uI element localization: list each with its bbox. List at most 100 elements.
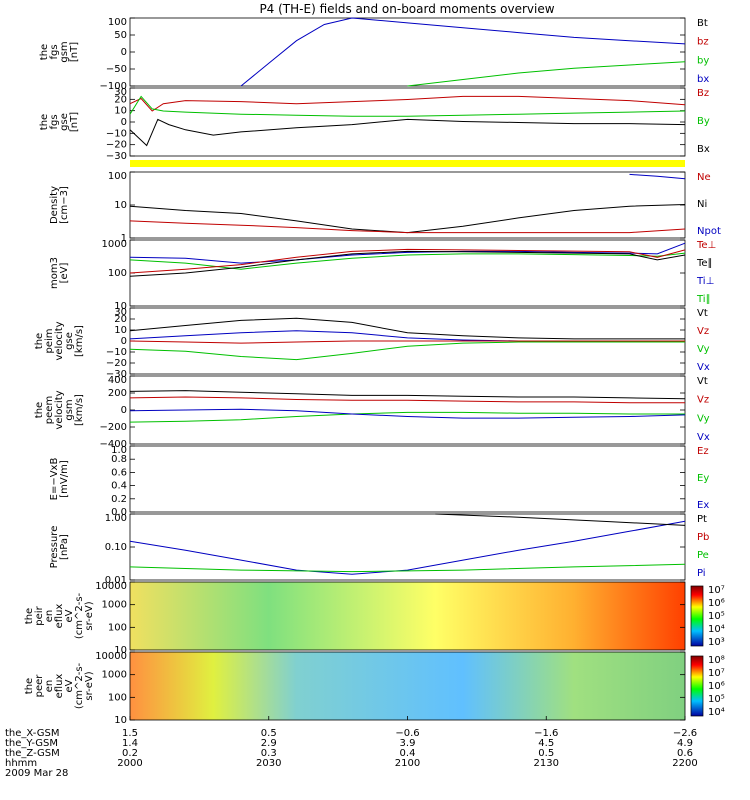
- bottom-row-label: the_Z-GSM: [5, 748, 60, 759]
- y-tick-label: 1000: [102, 239, 127, 250]
- legend-entry: bz: [697, 37, 709, 48]
- y-tick-label: −30: [106, 151, 127, 162]
- colorbar-tick-label: 10⁴: [708, 624, 725, 635]
- series-by: [407, 61, 686, 87]
- legend-entry: Vx: [697, 432, 710, 443]
- panel-frame: [129, 17, 686, 87]
- y-axis-label: thefgsgse[nT]: [39, 112, 80, 132]
- series-Te⊥: [129, 248, 686, 274]
- series-Ni: [129, 204, 686, 234]
- series-Bx: [129, 118, 686, 147]
- bottom-value: 0.5: [538, 748, 554, 759]
- series-Pi: [129, 520, 686, 575]
- y-tick-label: −50: [106, 64, 127, 75]
- legend-entry: Pt: [697, 514, 707, 525]
- y-axis-label: thepeemvelocitygsm[km/s]: [34, 390, 85, 429]
- y-tick-label: 100: [108, 268, 127, 279]
- y-tick-label: −10: [106, 128, 127, 139]
- series-Bz: [129, 95, 686, 112]
- y-axis-label: thefgsgsm[nT]: [39, 41, 80, 62]
- y-tick-label: 10000: [95, 651, 127, 662]
- y-tick-label: 100: [108, 17, 127, 28]
- panel-1: 100 50 0 −50 −100 thefgsgsm[nT] Bt bz by bx: [39, 17, 709, 92]
- bottom-value: 0.5: [261, 728, 277, 739]
- y-tick-label: 30: [114, 307, 127, 318]
- colorbar-tick-label: 10⁷: [708, 585, 725, 596]
- legend-entry: Pi: [697, 568, 706, 579]
- y-tick-label: 20: [114, 314, 127, 325]
- series-Vz: [129, 340, 685, 344]
- series-Vx: [129, 330, 685, 342]
- colorbar-tick-label: 10⁶: [708, 681, 725, 692]
- y-axis-label: thepeimvelocitygse[km/s]: [34, 321, 85, 360]
- series-Vy: [129, 411, 685, 423]
- y-tick-label: 0.4: [111, 481, 127, 492]
- y-tick-label: 10: [114, 301, 127, 312]
- series-Vt: [129, 317, 685, 340]
- bottom-value: −2.6: [673, 728, 697, 739]
- y-tick-label: 0.6: [111, 467, 127, 478]
- panel-frame: [129, 445, 686, 513]
- spectrogram: [130, 582, 685, 650]
- legend-entry: Vy: [697, 413, 710, 424]
- series-bx: [240, 17, 686, 87]
- panel-6: 400 200 0 −200 −400 thepeemvelocitygsm[km/s] V…: [34, 375, 710, 450]
- legend-entry: Vy: [697, 344, 710, 355]
- y-tick-label: 0: [121, 47, 127, 58]
- y-tick-label: 0.8: [111, 454, 127, 465]
- colorbar: [690, 585, 704, 647]
- legend-entry: Npot: [697, 226, 721, 237]
- bottom-value: −0.6: [395, 728, 419, 739]
- bottom-value: 3.9: [400, 738, 416, 749]
- panel-10: 10⁸ 10⁷ 10⁶ 10⁵ 10⁴ 10000 1000 100 10 thepeerenef…: [24, 651, 725, 726]
- y-tick-label: 10: [114, 645, 127, 656]
- series-Te∥: [129, 250, 686, 277]
- chart-title: P4 (TH-E) fields and on-board moments ov…: [259, 2, 554, 16]
- bottom-value: 0.3: [261, 748, 277, 759]
- bottom-row-label: 2009 Mar 28: [5, 768, 68, 779]
- data-availability-bar: [130, 160, 685, 167]
- y-axis-label: thepeirenefluxeV(cm^2-s-sr-eV): [24, 592, 95, 639]
- panel-9: 10⁷ 10⁶ 10⁵ 10⁴ 10³ 10000 1000 100 10 thepeirenef…: [24, 581, 725, 656]
- legend-entry: Vx: [697, 362, 710, 373]
- series-Pt: [435, 513, 686, 526]
- y-tick-label: −20: [106, 358, 127, 369]
- bottom-value: 1.4: [122, 738, 138, 749]
- y-tick-label: 1.00: [105, 513, 127, 524]
- y-tick-label: −10: [106, 347, 127, 358]
- legend-entry: Bz: [697, 88, 709, 99]
- bottom-value: 0.6: [677, 748, 693, 759]
- bottom-value: 2200: [672, 758, 697, 769]
- legend-entry: Vz: [697, 395, 709, 406]
- y-tick-label: 10: [114, 106, 127, 117]
- colorbar-tick-label: 10⁶: [708, 598, 725, 609]
- panel-3: 100 10 1 Density[cm−3] Ne Ni Npot: [49, 171, 721, 244]
- bottom-row-label: hhmm: [5, 758, 37, 769]
- y-tick-label: 20: [114, 94, 127, 105]
- legend-entry: Ti∥: [696, 294, 711, 305]
- panel-8: 1.00 0.10 0.01 Pressure[nPa] Pt Pb Pe Pi: [49, 513, 709, 586]
- colorbar-tick-label: 10³: [708, 637, 725, 648]
- y-tick-label: 100: [108, 622, 127, 633]
- bottom-value: 0.4: [400, 748, 416, 759]
- y-tick-label: 10: [114, 200, 127, 211]
- series-By: [129, 95, 686, 117]
- series-Vz: [129, 396, 685, 404]
- bottom-value: 4.9: [677, 738, 693, 749]
- y-tick-label: 0.0: [111, 507, 127, 518]
- bottom-value: −1.6: [534, 728, 558, 739]
- colorbar-tick-label: 10⁵: [708, 694, 725, 705]
- series-Vy: [129, 341, 685, 361]
- legend-entry: Ey: [697, 473, 709, 484]
- bottom-value: 4.5: [538, 738, 554, 749]
- legend-entry: Vt: [697, 308, 708, 319]
- y-tick-label: 0.2: [111, 494, 127, 505]
- y-tick-label: −400: [100, 439, 127, 450]
- legend-entry: Ni: [697, 199, 707, 210]
- legend-entry: Te∥: [696, 258, 713, 269]
- legend-entry: by: [697, 55, 709, 66]
- bottom-value: 2000: [117, 758, 142, 769]
- bottom-value: 2030: [256, 758, 281, 769]
- bottom-value: 2100: [395, 758, 420, 769]
